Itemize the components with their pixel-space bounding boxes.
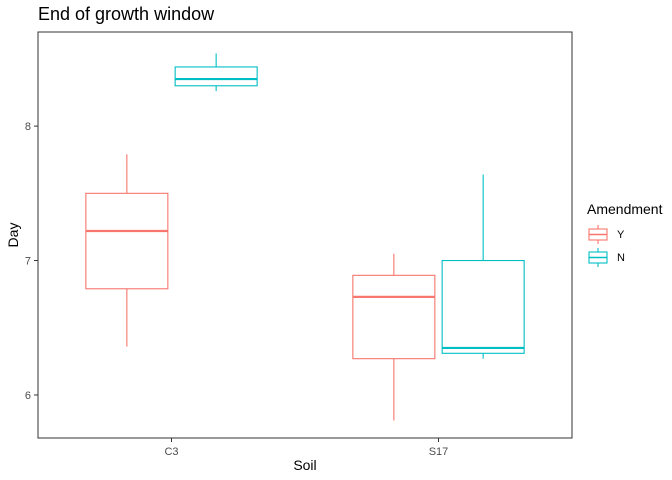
x-tick-label: S17 bbox=[429, 446, 449, 458]
box-N-S17 bbox=[441, 174, 525, 359]
y-axis-title: Day bbox=[5, 223, 21, 248]
legend: Amendment YN bbox=[587, 201, 663, 267]
legend-key-N bbox=[588, 248, 608, 267]
y-tick-label: 8 bbox=[25, 121, 31, 133]
box-Y-S17 bbox=[352, 253, 436, 421]
box-body bbox=[352, 274, 436, 360]
legend-key-Y bbox=[588, 225, 608, 244]
legend-label-N: N bbox=[617, 252, 625, 264]
box-Y-C3 bbox=[85, 154, 169, 347]
box-body bbox=[441, 259, 525, 354]
x-tick-label: C3 bbox=[164, 446, 178, 458]
chart-title: End of growth window bbox=[38, 4, 215, 24]
y-tick-label: 6 bbox=[25, 390, 31, 402]
box-body bbox=[174, 66, 258, 87]
x-axis: C3 S17 bbox=[164, 438, 448, 458]
y-tick-label: 7 bbox=[25, 256, 31, 268]
box-N-C3 bbox=[174, 53, 258, 92]
y-axis: 6 7 8 bbox=[25, 121, 38, 402]
boxes-layer bbox=[85, 53, 525, 421]
box-body bbox=[85, 192, 169, 290]
legend-label-Y: Y bbox=[617, 229, 625, 241]
legend-title: Amendment bbox=[587, 201, 663, 217]
x-axis-title: Soil bbox=[293, 457, 316, 473]
